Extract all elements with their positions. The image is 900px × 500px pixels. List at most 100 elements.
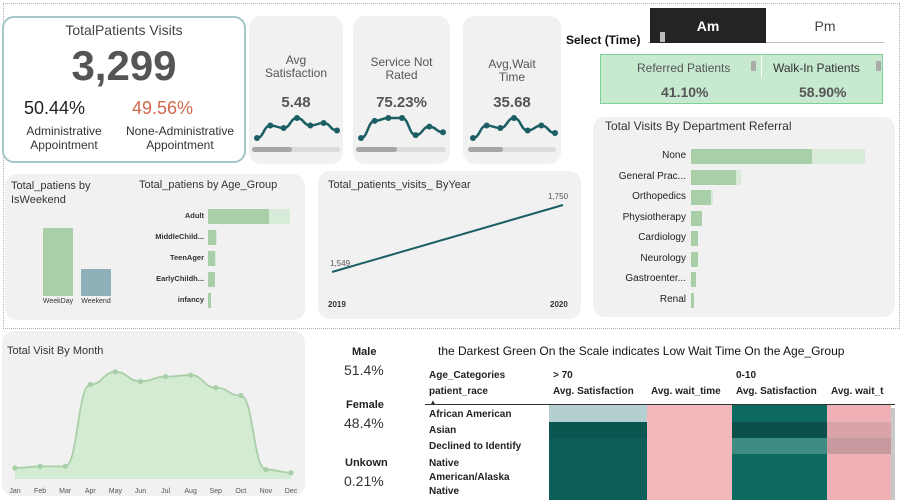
heat-col-header: Avg. Satisfaction (736, 386, 817, 397)
nonadmin-label-line1: None-Administrative (125, 124, 235, 138)
time-select-label: Select (Time) (566, 33, 641, 47)
referral-card[interactable]: Referred Patients 41.10% Walk-In Patient… (600, 54, 883, 104)
month-point (238, 392, 244, 399)
year-tick-label: 2020 (550, 300, 568, 309)
kpi-card-satisfaction[interactable]: Avg Satisfaction 5.48 (249, 16, 343, 164)
age-bar (208, 209, 269, 224)
sparkline-point (267, 122, 274, 129)
month-point (288, 470, 294, 476)
column-divider (761, 55, 762, 77)
kpi-slider-track[interactable] (468, 147, 556, 152)
month-tick-label: Sep (209, 488, 222, 495)
kpi-slider-thumb[interactable] (468, 147, 504, 152)
weekend-title-line1: Total_patiens by (11, 180, 91, 192)
month-tick-label: Aug (184, 488, 197, 495)
kpi-slider-track[interactable] (252, 147, 340, 152)
nonadmin-label-line2: Appointment (146, 138, 214, 152)
weekend-bar-label: WeekDay (42, 298, 74, 305)
dept-bar (691, 251, 698, 267)
scroll-marker (660, 32, 665, 42)
total-visits-card[interactable]: TotalPatients Visits 3,299 50.44% Admini… (2, 16, 246, 163)
age-bar (208, 251, 216, 266)
month-chart-title: Total Visit By Month (7, 345, 104, 357)
age-bar-label: infancy (177, 295, 204, 304)
heat-row-label: African American (429, 409, 512, 420)
kpi-card-not-rated[interactable]: Service Not Rated 75.23% (353, 16, 450, 164)
age-bar-label: Adult (184, 211, 204, 220)
heat-group-0: > 70 (553, 370, 573, 381)
weekend-age-card: Total_patiens by IsWeekend WeekDay Weeken… (5, 174, 305, 320)
month-tick-label: Dec (285, 488, 298, 495)
month-tick-label: Jan (9, 488, 20, 495)
kpi-slider-track[interactable] (356, 147, 446, 152)
age-bar (208, 272, 216, 287)
table-scrollbar[interactable] (891, 408, 895, 500)
month-chart-card: Total Visit By Month Jan Feb Mar Apr May Jun J… (2, 331, 305, 496)
kpi-title-line1: Avg,Wait (488, 57, 536, 71)
kpi-value: 5.48 (281, 94, 311, 111)
time-option-am[interactable]: Am (650, 8, 766, 43)
year-line-chart: 1,549 1,750 2019 2020 (328, 192, 569, 309)
heat-cell (549, 405, 647, 422)
admin-label-line1: Administrative (26, 124, 102, 138)
heatmap-title: the Darkest Green On the Scale indicates… (438, 344, 845, 358)
heat-header-rule (425, 404, 895, 405)
sparkline-point (294, 115, 300, 121)
gender-unknown-value: 0.21% (344, 473, 384, 489)
kpi-title-line2: Satisfaction (264, 66, 328, 80)
month-point (37, 463, 43, 469)
heatmap-table: Age_Categories patient_race ▲ > 70 0-10 … (425, 364, 895, 500)
sparkline-point (399, 115, 405, 121)
heat-cell (827, 405, 891, 422)
gender-unknown-label: Unkown (345, 457, 388, 469)
age-chart-title: Total_patiens by Age_Group (139, 179, 278, 191)
scroll-marker (751, 61, 756, 71)
sparkline-point (358, 135, 364, 141)
kpi-value: 35.68 (493, 94, 531, 111)
sparkline-point (334, 127, 340, 134)
month-tick-label: Oct (235, 488, 246, 495)
sparkline-point (307, 122, 314, 129)
dept-bar-label: Renal (659, 293, 686, 305)
time-option-pm-label: Pm (814, 18, 836, 34)
weekend-bar (43, 228, 73, 296)
kpi-card-wait-time[interactable]: Avg,Wait Time 35.68 (463, 16, 561, 164)
month-point (12, 465, 18, 471)
dept-bar-label: Gastroenter... (625, 273, 686, 284)
dept-bar-label: Cardiology (638, 232, 686, 243)
kpi-title-line2: Time (498, 70, 526, 84)
year-tick-label: 2019 (328, 300, 346, 309)
sparkline-point (371, 117, 378, 124)
dept-bar (691, 231, 699, 246)
dept-bar (691, 169, 737, 185)
nonadmin-pct: 49.56% (132, 98, 194, 118)
month-point (162, 374, 169, 380)
kpi-slider-thumb[interactable] (252, 147, 292, 152)
weekend-bar-label: Weekend (81, 298, 111, 305)
dept-bar (691, 292, 694, 308)
weekend-title-line2: IsWeekend (11, 194, 66, 206)
heat-cell (647, 438, 732, 454)
sparkline-point (320, 120, 327, 126)
age-bar-label: MiddleChild... (155, 232, 204, 241)
sparkline-point (524, 127, 531, 134)
time-option-pm[interactable]: Pm (766, 8, 884, 43)
heat-cell (732, 405, 827, 422)
heat-cell (647, 454, 732, 500)
dept-bar-label: None (662, 150, 686, 161)
heat-cell (827, 454, 891, 500)
time-option-am-label: Am (696, 18, 720, 34)
sparkline-point (412, 132, 419, 139)
gender-male-value: 51.4% (344, 362, 384, 378)
month-point (213, 385, 219, 391)
kpi-title-line1: Avg (285, 53, 307, 67)
referred-value: 41.10% (661, 84, 709, 100)
total-visits-value: 3,299 (71, 42, 177, 89)
kpi-slider-thumb[interactable] (356, 147, 397, 152)
year-data-label: 1,549 (330, 259, 351, 268)
age-bar-label: EarlyChildh... (156, 274, 204, 283)
heat-cell (647, 405, 732, 422)
month-area-fill (15, 371, 291, 479)
heat-cell (827, 422, 891, 438)
month-tick-label: Jul (161, 488, 170, 495)
